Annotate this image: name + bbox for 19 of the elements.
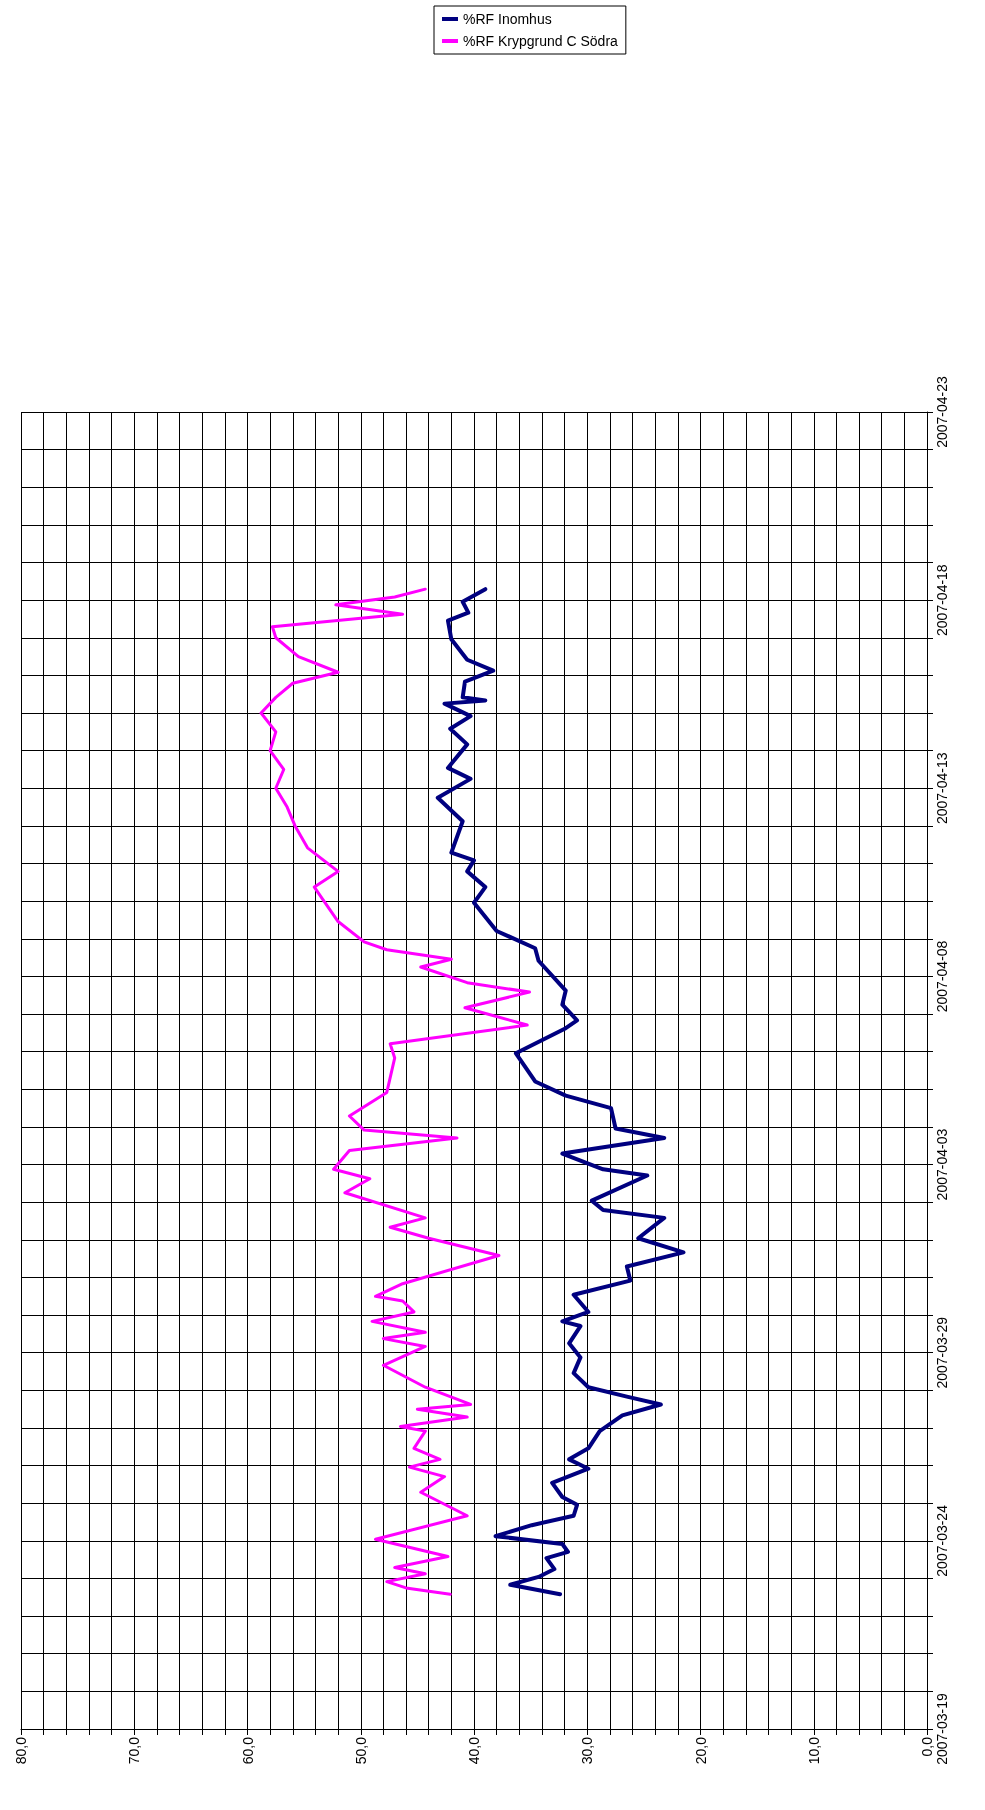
x-tick-label: 60,0 [239, 1736, 256, 1765]
x-tick-label: 40,0 [466, 1736, 482, 1765]
x-tick-label: 20,0 [692, 1736, 709, 1765]
y-tick-label: 2007-04-13 [934, 752, 950, 825]
x-tick-label: 80,0 [13, 1736, 29, 1765]
legend-label: %RF Inomhus [463, 11, 552, 27]
y-tick-label: 2007-03-19 [934, 1692, 950, 1765]
y-tick-label: 2007-03-29 [934, 1316, 950, 1389]
legend-label: %RF Krypgrund C Södra [463, 33, 619, 49]
x-tick-label: 10,0 [805, 1736, 822, 1765]
x-tick-label: 50,0 [352, 1736, 369, 1765]
y-tick-label: 2007-04-03 [934, 1128, 950, 1201]
y-tick-label: 2007-04-08 [934, 940, 950, 1013]
x-tick-label: 0,0 [919, 1736, 935, 1757]
x-tick-label: 70,0 [126, 1736, 143, 1765]
y-tick-label: 2007-03-24 [934, 1504, 950, 1577]
x-tick-label: 30,0 [579, 1736, 596, 1765]
y-tick-label: 2007-04-23 [934, 375, 950, 448]
y-tick-label: 2007-04-18 [934, 564, 950, 636]
